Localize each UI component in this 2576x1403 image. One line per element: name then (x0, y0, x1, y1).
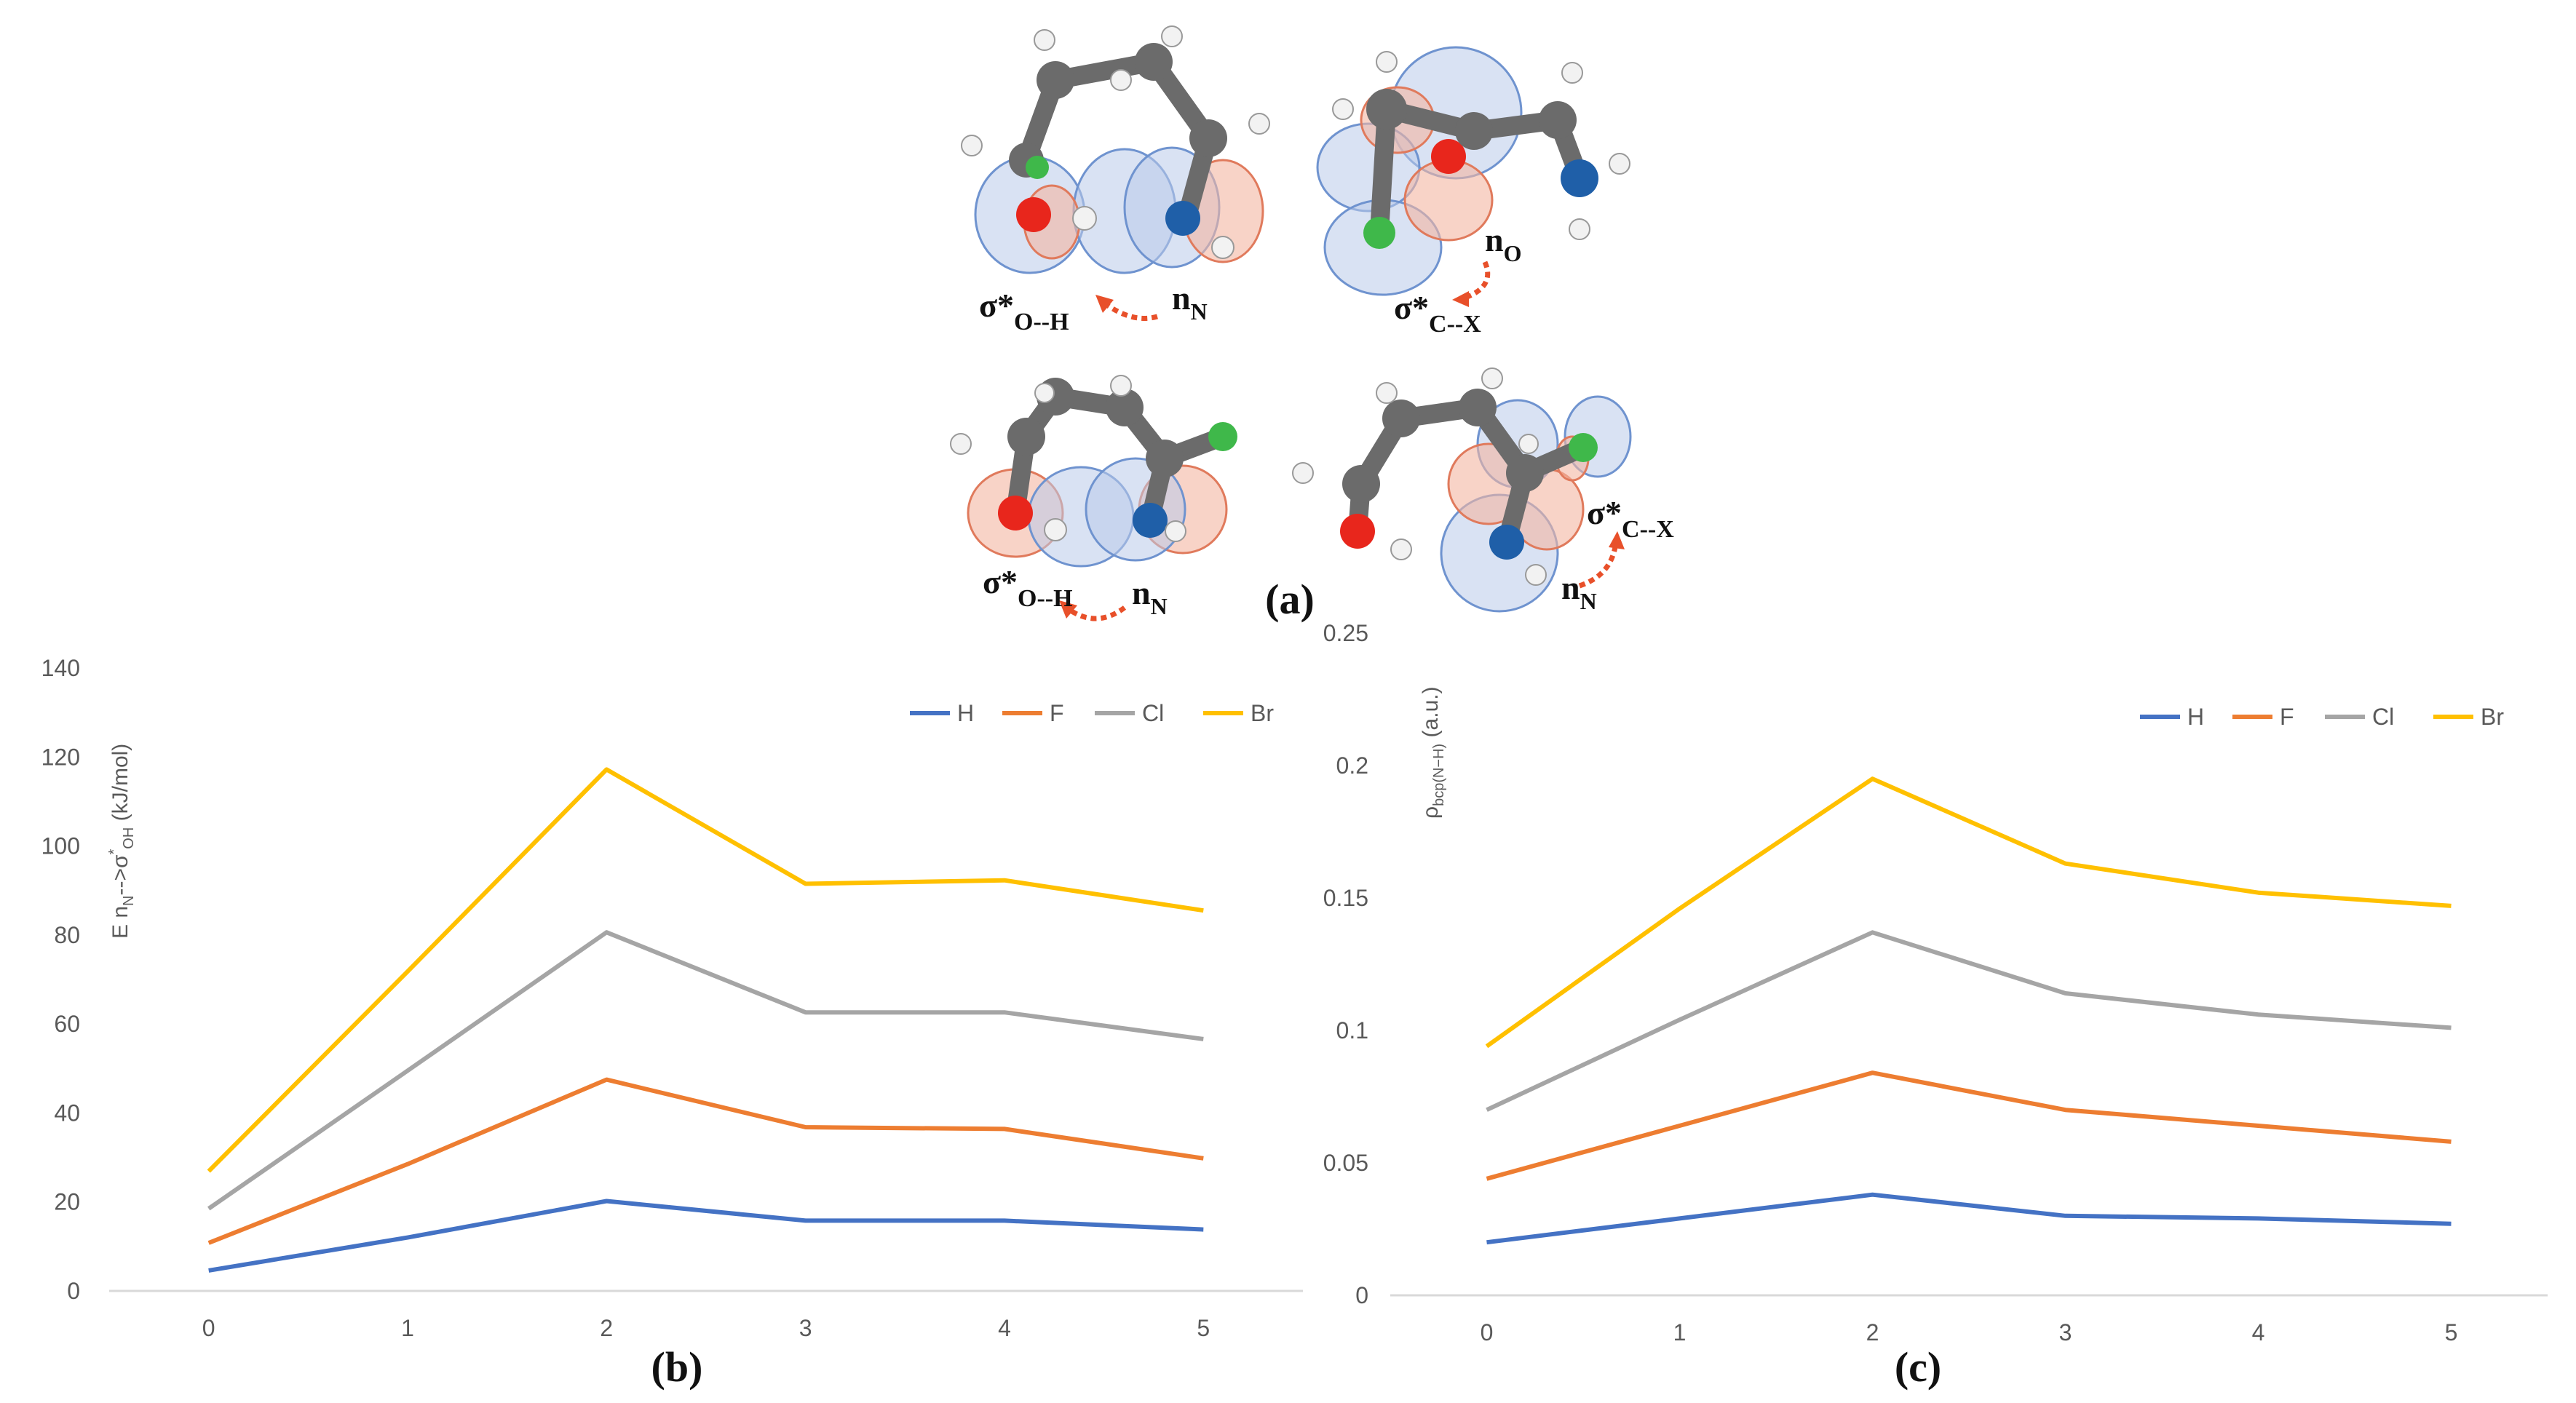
y-tick-label: 0.2 (1336, 752, 1368, 779)
y-tick-label: 40 (54, 1100, 80, 1126)
molecule-atoms (1332, 51, 1630, 249)
series-line-cl (207, 930, 1204, 1211)
x-tick-label: 4 (2252, 1319, 2265, 1346)
x-tick-label: 1 (401, 1315, 414, 1341)
structure-bottom-right: σ*C--X nN (1292, 367, 1674, 614)
series-line-f (1486, 1070, 2452, 1181)
series-line-f (207, 1077, 1204, 1245)
molecule-atoms (1292, 367, 1598, 586)
chart-c-series (1485, 776, 2452, 1245)
lone-pair-label: nN (1132, 574, 1168, 619)
chart-b: 0 20 40 60 80 100 120 140 0 1 2 3 4 5 H F Cl Br E nN-->… (41, 655, 1303, 1391)
chart-b-legend: H F Cl Br (910, 700, 1274, 726)
legend-label-h: H (2187, 704, 2204, 730)
x-tick-label: 5 (1197, 1315, 1210, 1341)
lone-pair-label: nN (1172, 279, 1208, 325)
lone-pair-label: nO (1485, 221, 1521, 266)
x-tick-label: 1 (1673, 1319, 1687, 1346)
chart-c-y-ticks: 0 0.05 0.1 0.15 0.2 0.25 (1323, 620, 1368, 1308)
legend-label-cl: Cl (1142, 700, 1164, 726)
y-tick-label: 0.25 (1323, 620, 1368, 646)
y-tick-label: 60 (54, 1011, 80, 1037)
chart-c-y-axis-label: ρbcp(N−H) (a.u.) (1419, 686, 1447, 819)
y-tick-label: 0.1 (1336, 1017, 1368, 1044)
legend-label-f: F (1050, 700, 1064, 726)
legend-label-h: H (957, 700, 974, 726)
series-line-cl (1486, 930, 2452, 1112)
transfer-arrowhead (1452, 291, 1469, 307)
chart-b-x-ticks: 0 1 2 3 4 5 (202, 1315, 1210, 1341)
transfer-arrow (1064, 605, 1127, 621)
structure-top-right: nO σ*C--X (1316, 46, 1630, 338)
transfer-arrowhead (1095, 295, 1114, 313)
y-tick-label: 0 (67, 1278, 80, 1304)
y-tick-label: 100 (41, 833, 80, 859)
transfer-arrowhead (1609, 531, 1625, 549)
x-tick-label: 5 (2445, 1319, 2458, 1346)
chart-c-legend: H F Cl Br (2140, 704, 2504, 730)
chart-c: 0 0.05 0.1 0.15 0.2 0.25 0 1 2 3 4 5 H F Cl Br ρbcp(N… (1323, 620, 2548, 1391)
series-line-br (1485, 776, 2452, 1049)
legend-label-br: Br (2481, 704, 2504, 730)
y-tick-label: 80 (54, 922, 80, 948)
y-tick-label: 140 (41, 655, 80, 681)
panel-a: σ*O--H nN (950, 25, 1674, 623)
sigma-star-label: σ*C--X (1587, 494, 1674, 543)
x-tick-label: 0 (202, 1315, 215, 1341)
x-tick-label: 2 (1866, 1319, 1879, 1346)
y-tick-label: 20 (54, 1189, 80, 1215)
molecule-atoms (961, 25, 1270, 259)
molecule-atoms (950, 375, 1237, 542)
sigma-star-label: σ*O--H (983, 563, 1073, 612)
series-line-h (208, 1199, 1204, 1273)
lone-pair-label: nN (1561, 569, 1597, 614)
chart-b-y-ticks: 0 20 40 60 80 100 120 140 (41, 655, 80, 1304)
sigma-star-label: σ*O--H (979, 287, 1069, 335)
series-line-br (207, 767, 1204, 1173)
panel-label-a: (a) (1265, 576, 1315, 623)
x-tick-label: 3 (799, 1315, 812, 1341)
x-tick-label: 3 (2059, 1319, 2072, 1346)
y-tick-label: 0.05 (1323, 1150, 1368, 1176)
legend-label-br: Br (1251, 700, 1274, 726)
panel-label-c: (c) (1895, 1343, 1941, 1391)
chart-b-y-axis-label: E nN-->σ*OH (kJ/mol) (106, 744, 137, 939)
legend-label-f: F (2280, 704, 2294, 730)
x-tick-label: 0 (1481, 1319, 1494, 1346)
x-tick-label: 4 (998, 1315, 1011, 1341)
chart-b-series (207, 767, 1204, 1273)
sigma-star-label: σ*C--X (1394, 289, 1481, 338)
transfer-arrow (1578, 541, 1619, 589)
structure-bottom-left: σ*O--H nN (950, 375, 1237, 621)
transfer-arrow (1101, 300, 1158, 321)
transfer-arrowhead (1059, 600, 1077, 619)
legend-label-cl: Cl (2372, 704, 2394, 730)
y-tick-label: 0 (1355, 1282, 1368, 1308)
y-tick-label: 0.15 (1323, 885, 1368, 911)
series-line-h (1486, 1192, 2452, 1245)
chart-c-x-ticks: 0 1 2 3 4 5 (1481, 1319, 2458, 1346)
x-tick-label: 2 (600, 1315, 613, 1341)
structure-top-left: σ*O--H nN (961, 25, 1270, 335)
y-tick-label: 120 (41, 744, 80, 770)
panel-label-b: (b) (651, 1343, 703, 1391)
